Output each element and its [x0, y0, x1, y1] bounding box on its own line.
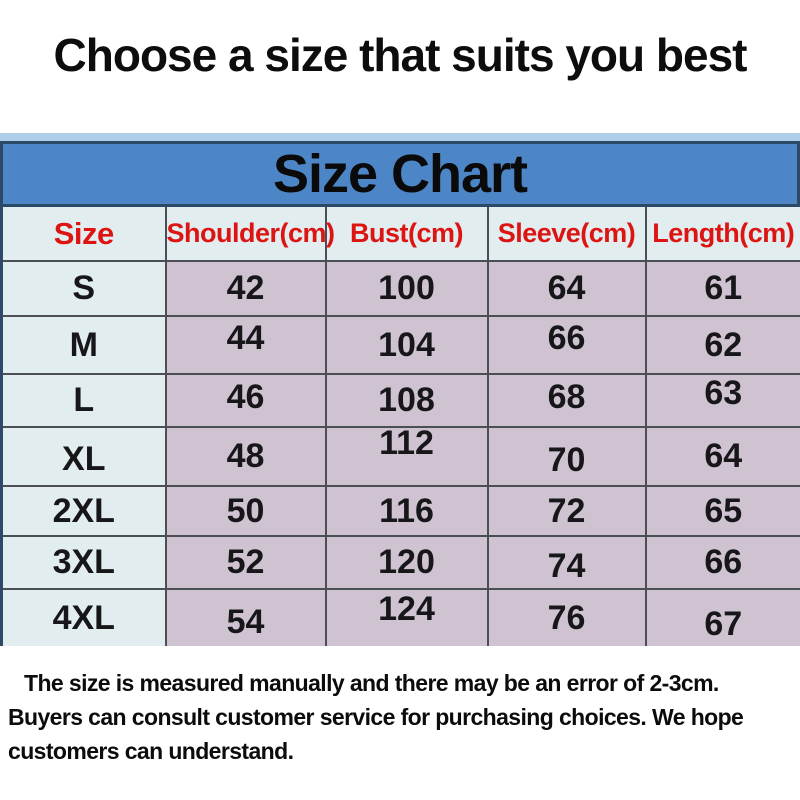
table-row-s: S 42 100 64 61: [0, 260, 800, 317]
column-header-length: Length(cm): [644, 207, 800, 262]
cell-size: S: [0, 260, 167, 317]
column-header-bust: Bust(cm): [324, 207, 489, 262]
table-row-4xl: 4XL 54 124 76 67: [0, 588, 800, 646]
table-row-l: L 46 108 68 63: [0, 373, 800, 428]
cell-shoulder: 46: [164, 373, 327, 428]
cell-shoulder: 48: [164, 426, 327, 487]
cell-bust: 104: [324, 315, 489, 375]
cell-sleeve: 72: [486, 485, 647, 537]
size-chart-title: Size Chart: [272, 144, 528, 204]
cell-length: 64: [644, 426, 800, 487]
column-header-row: Size Shoulder(cm) Bust(cm) Sleeve(cm) Le…: [0, 207, 800, 262]
cell-shoulder: 50: [164, 485, 327, 537]
cell-shoulder: 54: [164, 588, 327, 646]
cell-bust: 124: [324, 588, 489, 646]
cell-bust: 108: [324, 373, 489, 428]
disclaimer-line: customers can understand.: [8, 738, 294, 764]
cell-shoulder: 44: [164, 315, 327, 375]
column-header-size: Size: [0, 207, 167, 262]
cell-size: L: [0, 373, 167, 428]
cell-length: 65: [644, 485, 800, 537]
cell-sleeve: 70: [486, 426, 647, 487]
disclaimer-line: Buyers can consult customer service for …: [8, 704, 744, 730]
cell-shoulder: 42: [164, 260, 327, 317]
cell-sleeve: 74: [486, 535, 647, 590]
table-row-3xl: 3XL 52 120 74 66: [0, 535, 800, 590]
cell-size: 2XL: [0, 485, 167, 537]
page-title: Choose a size that suits you best: [53, 29, 748, 81]
cell-length: 67: [644, 588, 800, 646]
cell-sleeve: 66: [486, 315, 647, 375]
size-chart-table: Size Shoulder(cm) Bust(cm) Sleeve(cm) Le…: [0, 207, 800, 646]
cell-sleeve: 64: [486, 260, 647, 317]
cell-sleeve: 68: [486, 373, 647, 428]
cell-shoulder: 52: [164, 535, 327, 590]
cell-length: 62: [644, 315, 800, 375]
cell-size: 4XL: [0, 588, 167, 646]
disclaimer-line: The size is measured manually and there …: [24, 670, 719, 696]
cell-size: 3XL: [0, 535, 167, 590]
column-header-sleeve: Sleeve(cm): [486, 207, 647, 262]
cell-bust: 100: [324, 260, 489, 317]
size-chart: Size Chart Size Shoulder(cm) Bust(cm) Sl…: [0, 133, 800, 646]
table-row-xl: XL 48 112 70 64: [0, 426, 800, 487]
cell-size: XL: [0, 426, 167, 487]
cell-bust: 112: [324, 426, 489, 487]
cell-sleeve: 76: [486, 588, 647, 646]
cell-length: 66: [644, 535, 800, 590]
measurement-disclaimer: The size is measured manually and there …: [8, 666, 794, 768]
column-header-shoulder: Shoulder(cm): [164, 207, 335, 262]
cell-bust: 116: [324, 485, 489, 537]
table-row-m: M 44 104 66 62: [0, 315, 800, 375]
table-top-strip: [0, 133, 800, 141]
cell-length: 63: [644, 373, 800, 428]
size-chart-banner: Size Chart: [0, 141, 800, 207]
table-row-2xl: 2XL 50 116 72 65: [0, 485, 800, 537]
cell-size: M: [0, 315, 167, 375]
cell-bust: 120: [324, 535, 489, 590]
cell-length: 61: [644, 260, 800, 317]
